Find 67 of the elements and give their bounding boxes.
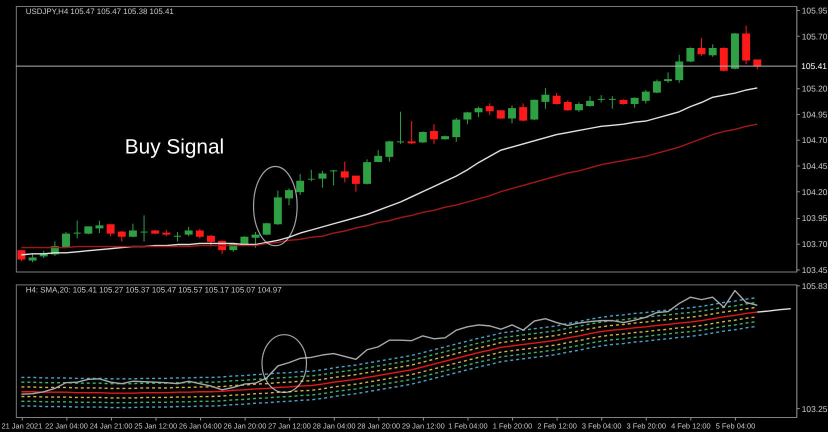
y-tick-label: 104.70 [802,135,828,146]
candlestick [541,87,550,110]
candlestick [664,72,672,84]
candlestick [62,232,70,248]
candlestick [608,96,616,110]
candlestick [486,103,494,116]
candlestick [508,105,516,124]
candlestick [396,111,404,144]
candlestick [340,161,349,183]
candlestick [318,170,326,188]
candlestick [552,92,561,106]
y-tick-label: 103.70 [802,238,828,249]
y-tick-label: 105.95 [802,6,828,16]
candlestick [530,98,538,121]
candlestick [73,220,82,239]
candlestick [586,96,594,108]
y-tick-label: 103.95 [802,213,828,224]
candlestick [352,176,360,192]
candlestick [652,79,661,94]
candlestick [519,103,528,122]
candlestick [385,140,394,162]
candlestick [363,158,372,185]
candlestick [574,102,583,112]
candlestick [474,106,483,118]
candlestick [597,94,606,103]
y-tick-label: 104.45 [802,161,828,172]
candlestick [96,220,104,234]
candlestick [330,169,338,186]
candlestick [430,124,438,144]
candlestick [140,214,148,242]
y-tick-label: 105.20 [802,83,828,94]
y-tick-label: 104.20 [802,187,828,198]
candlestick [296,174,304,196]
y-tick-label: 103.25 [802,404,828,414]
candlestick [262,222,271,236]
candlestick [463,111,472,125]
candlestick [686,47,694,63]
candlestick [207,234,215,248]
candlestick [374,150,382,162]
y-tick-label: 105.83 [802,280,828,291]
candlestick [285,188,293,206]
candlestick [675,54,684,84]
candlestick [128,223,137,238]
candlestick [196,228,204,239]
chart-title: USDJPY,H4 105.47 105.47 105.38 105.41 [26,6,174,16]
candlestick [252,232,260,248]
candlestick [307,169,316,182]
candlestick [17,249,26,262]
candlestick [708,44,717,58]
candlestick [184,226,193,237]
y-tick-label: 103.45 [802,264,828,275]
candlestick [174,232,182,242]
candlestick [418,130,427,144]
y-tick-label: 105.70 [802,32,828,42]
y-tick-label: 104.95 [802,109,828,120]
candlestick [118,230,126,242]
candlestick [564,100,572,112]
chart-title: H4: SMA,20: 105.41 105.27 105.37 105.47 105.57 105.17 105.07 104.97 [26,285,282,294]
candlestick [408,120,416,144]
candlestick [106,223,115,237]
candlestick [698,38,706,56]
candlestick [630,96,639,108]
candlestick [720,47,728,72]
candlestick [452,118,460,142]
ref-line-label: 105.41 [801,61,828,72]
annotation: Buy Signal [124,136,224,159]
candlestick [642,90,650,104]
